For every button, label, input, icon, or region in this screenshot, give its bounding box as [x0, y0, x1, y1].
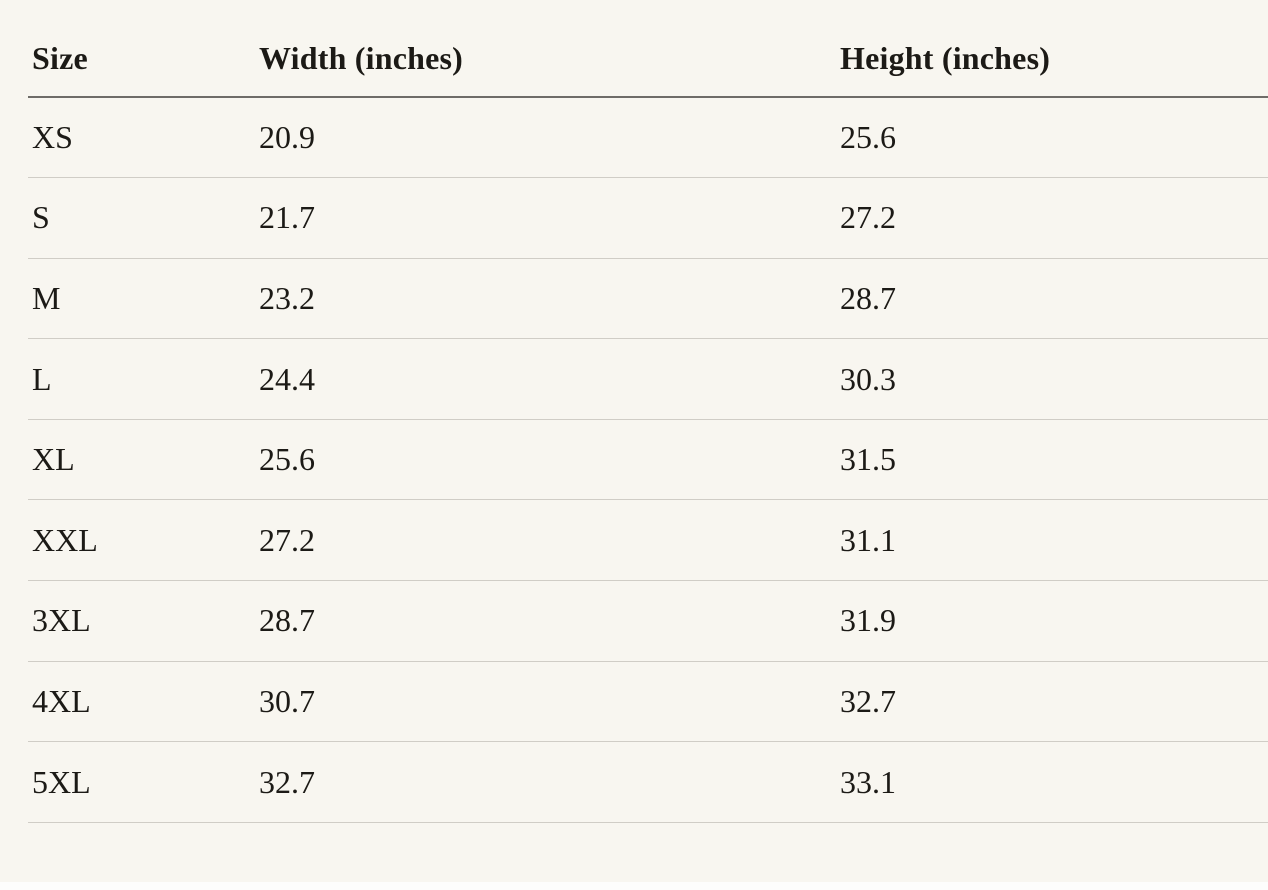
- size-cell: 3XL: [28, 580, 255, 662]
- table-row: XL 25.6 31.5: [28, 419, 1268, 501]
- width-cell: 27.2: [255, 499, 836, 582]
- bottom-page-strip: [0, 882, 1268, 890]
- width-cell: 24.4: [255, 338, 836, 420]
- width-cell: 32.7: [255, 741, 836, 823]
- size-chart-body: XS 20.9 25.6 S 21.7 27.2 M 23.2 28.7 L 2…: [28, 97, 1268, 823]
- height-cell: 27.2: [836, 177, 1268, 259]
- column-header-height: Height (inches): [836, 0, 1268, 98]
- column-header-size: Size: [28, 0, 255, 98]
- height-cell: 28.7: [836, 258, 1268, 340]
- table-row: XXL 27.2 31.1: [28, 499, 1268, 582]
- size-chart-table: Size Width (inches) Height (inches) XS 2…: [28, 0, 1268, 823]
- width-cell: 21.7: [255, 177, 836, 259]
- column-header-width: Width (inches): [255, 0, 836, 98]
- size-chart-header: Size Width (inches) Height (inches): [28, 0, 1268, 98]
- size-cell: XS: [28, 97, 255, 179]
- width-cell: 23.2: [255, 258, 836, 340]
- table-row: 3XL 28.7 31.9: [28, 580, 1268, 662]
- header-row: Size Width (inches) Height (inches): [28, 0, 1268, 98]
- size-cell: L: [28, 338, 255, 420]
- height-cell: 25.6: [836, 97, 1268, 179]
- width-cell: 30.7: [255, 661, 836, 743]
- size-cell: XL: [28, 419, 255, 501]
- height-cell: 33.1: [836, 741, 1268, 823]
- table-row: 5XL 32.7 33.1: [28, 741, 1268, 823]
- table-row: 4XL 30.7 32.7: [28, 661, 1268, 743]
- size-cell: M: [28, 258, 255, 340]
- size-cell: 4XL: [28, 661, 255, 743]
- height-cell: 30.3: [836, 338, 1268, 420]
- table-row: XS 20.9 25.6: [28, 97, 1268, 179]
- height-cell: 31.1: [836, 499, 1268, 582]
- table-row: L 24.4 30.3: [28, 338, 1268, 420]
- height-cell: 32.7: [836, 661, 1268, 743]
- table-row: M 23.2 28.7: [28, 258, 1268, 340]
- size-cell: 5XL: [28, 741, 255, 823]
- width-cell: 28.7: [255, 580, 836, 662]
- table-row: S 21.7 27.2: [28, 177, 1268, 259]
- width-cell: 25.6: [255, 419, 836, 501]
- size-cell: XXL: [28, 499, 255, 582]
- width-cell: 20.9: [255, 97, 836, 179]
- size-cell: S: [28, 177, 255, 259]
- height-cell: 31.5: [836, 419, 1268, 501]
- height-cell: 31.9: [836, 580, 1268, 662]
